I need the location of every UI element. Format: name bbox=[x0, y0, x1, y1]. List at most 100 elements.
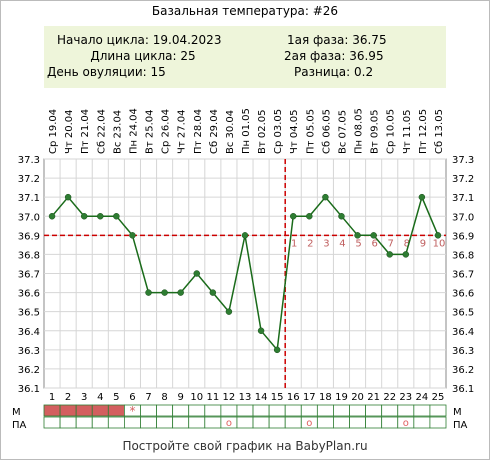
day-label: 19 bbox=[335, 392, 348, 403]
m-cell bbox=[429, 404, 447, 417]
y-tick-right: 36.5 bbox=[452, 308, 474, 319]
date-label: Чт 11.05 bbox=[402, 110, 413, 155]
m-cell bbox=[397, 404, 415, 417]
phase2-day-label: 7 bbox=[388, 238, 394, 249]
pa-cell bbox=[349, 416, 366, 429]
y-axis-right: 36.1 36.2 36.3 36.4 36.5 36.6 36.7 36.8 36.9 37.0… bbox=[452, 155, 474, 395]
temperature-point bbox=[322, 193, 329, 201]
y-tick-right: 36.4 bbox=[452, 327, 474, 338]
temperature-point bbox=[306, 213, 313, 220]
phase1-temp: 1ая фаза: 36.75 bbox=[287, 33, 387, 47]
row-pa-label-right: ПА bbox=[453, 420, 468, 431]
m-cell bbox=[91, 404, 109, 417]
temperature-point bbox=[177, 289, 184, 296]
y-tick-right: 36.8 bbox=[452, 250, 474, 261]
day-label: 1 bbox=[49, 392, 55, 403]
m-cell bbox=[236, 404, 254, 417]
day-label: 6 bbox=[129, 392, 135, 403]
m-cell bbox=[140, 404, 157, 417]
row-pa-label-left: ПА bbox=[12, 420, 27, 431]
x-axis-day-labels: 1 2 3 4 5 6 7 8 9 10 11 12 13 14 15 16 17 18 19 20 21 22 23 24 2… bbox=[49, 392, 444, 403]
phase2-day-label: 4 bbox=[339, 238, 345, 249]
m-cell bbox=[349, 404, 366, 417]
phase2-day-label: 8 bbox=[404, 238, 410, 249]
info-panel bbox=[44, 26, 446, 88]
day-label: 11 bbox=[206, 392, 219, 403]
footer-link[interactable]: Постройте свой график на BabyPlan.ru bbox=[122, 439, 367, 453]
phase2-day-label: 1 bbox=[291, 238, 297, 249]
marker-rows: М ПА М ПА * o o o bbox=[12, 404, 468, 431]
pa-cell bbox=[268, 416, 286, 429]
day-label: 12 bbox=[223, 392, 236, 403]
m-cell bbox=[268, 404, 286, 417]
date-label: Вт 02.05 bbox=[257, 110, 268, 155]
pa-cell bbox=[333, 416, 350, 429]
m-cell bbox=[381, 404, 399, 417]
pa-cell bbox=[43, 416, 61, 429]
temperature-point bbox=[338, 213, 345, 220]
m-cell bbox=[300, 404, 318, 417]
pa-cell bbox=[156, 416, 174, 429]
day-label: 13 bbox=[239, 392, 252, 403]
date-labels: Ср 19.04 Чт 20.04 Пт 21.04 Сб 22.04 Вс 23.04… bbox=[48, 108, 445, 154]
phase2-day-label: 10 bbox=[433, 238, 446, 249]
day-label: 9 bbox=[177, 392, 183, 403]
date-label: Пн 24.04 bbox=[128, 108, 139, 154]
pa-cell bbox=[316, 416, 334, 429]
day-label: 23 bbox=[399, 392, 412, 403]
phase2-temp: 2ая фаза: 36.95 bbox=[284, 49, 384, 63]
date-label: Пт 21.04 bbox=[80, 109, 91, 154]
y-tick-left: 37.1 bbox=[18, 193, 40, 204]
pa-cell bbox=[381, 416, 399, 429]
pa-cell bbox=[284, 416, 302, 429]
date-label: Чт 04.05 bbox=[289, 110, 300, 155]
day-label: 17 bbox=[303, 392, 316, 403]
m-cell bbox=[172, 404, 190, 417]
row-m-label-left: М bbox=[12, 407, 21, 418]
temperature-point bbox=[241, 232, 249, 239]
temperature-point bbox=[225, 308, 233, 315]
cycle-length: Длина цикла: 25 bbox=[90, 49, 195, 63]
pa-circle-marker: o bbox=[226, 418, 232, 429]
y-tick-left: 36.7 bbox=[18, 270, 40, 281]
temperature-point bbox=[97, 213, 104, 220]
day-label: 15 bbox=[271, 392, 284, 403]
chart-title: Базальная температура: #26 bbox=[152, 4, 338, 18]
y-tick-left: 36.5 bbox=[18, 308, 40, 319]
pa-cell bbox=[413, 416, 431, 429]
m-cell bbox=[220, 404, 238, 417]
date-label: Вт 25.04 bbox=[145, 110, 156, 155]
date-label: Вс 07.05 bbox=[337, 110, 348, 154]
temp-difference: Разница: 0.2 bbox=[294, 65, 373, 79]
temperature-point bbox=[273, 346, 281, 354]
y-tick-right: 36.9 bbox=[452, 231, 474, 242]
m-cell bbox=[333, 404, 350, 417]
y-tick-right: 37.1 bbox=[452, 193, 474, 204]
row-m-label-right: М bbox=[453, 407, 462, 418]
date-label: Чт 20.04 bbox=[64, 110, 75, 155]
date-label: Пт 05.05 bbox=[305, 109, 316, 154]
temperature-point bbox=[257, 327, 265, 334]
phase2-day-label: 2 bbox=[307, 238, 313, 249]
m-cell bbox=[156, 404, 174, 417]
pa-cell bbox=[59, 416, 77, 429]
temperature-point bbox=[434, 232, 442, 239]
m-cell bbox=[75, 404, 93, 417]
phase2-day-label: 9 bbox=[420, 238, 426, 249]
y-tick-right: 37.2 bbox=[452, 174, 474, 185]
pa-circle-marker: o bbox=[403, 418, 409, 429]
pa-cell bbox=[236, 416, 254, 429]
day-label: 10 bbox=[190, 392, 203, 403]
temperature-point bbox=[209, 289, 217, 296]
pa-cell bbox=[429, 416, 447, 429]
temperature-point bbox=[418, 193, 426, 201]
date-label: Вс 23.04 bbox=[112, 110, 123, 154]
date-label: Сб 13.05 bbox=[434, 109, 445, 154]
phase2-day-label: 3 bbox=[323, 238, 329, 249]
m-cell bbox=[43, 404, 61, 417]
temperature-point bbox=[289, 213, 297, 220]
temperature-point bbox=[64, 193, 72, 201]
date-label: Ср 03.05 bbox=[273, 109, 284, 154]
cycle-start: Начало цикла: 19.04.2023 bbox=[57, 33, 221, 47]
